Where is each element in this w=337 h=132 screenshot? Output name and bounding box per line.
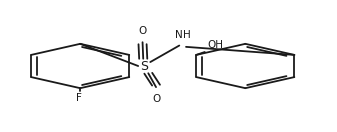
Text: O: O xyxy=(152,94,160,104)
Text: OH: OH xyxy=(207,40,223,50)
Text: O: O xyxy=(139,26,147,36)
Text: F: F xyxy=(75,93,82,103)
Text: N: N xyxy=(175,30,182,40)
Text: H: H xyxy=(183,30,190,40)
Text: S: S xyxy=(140,60,148,72)
